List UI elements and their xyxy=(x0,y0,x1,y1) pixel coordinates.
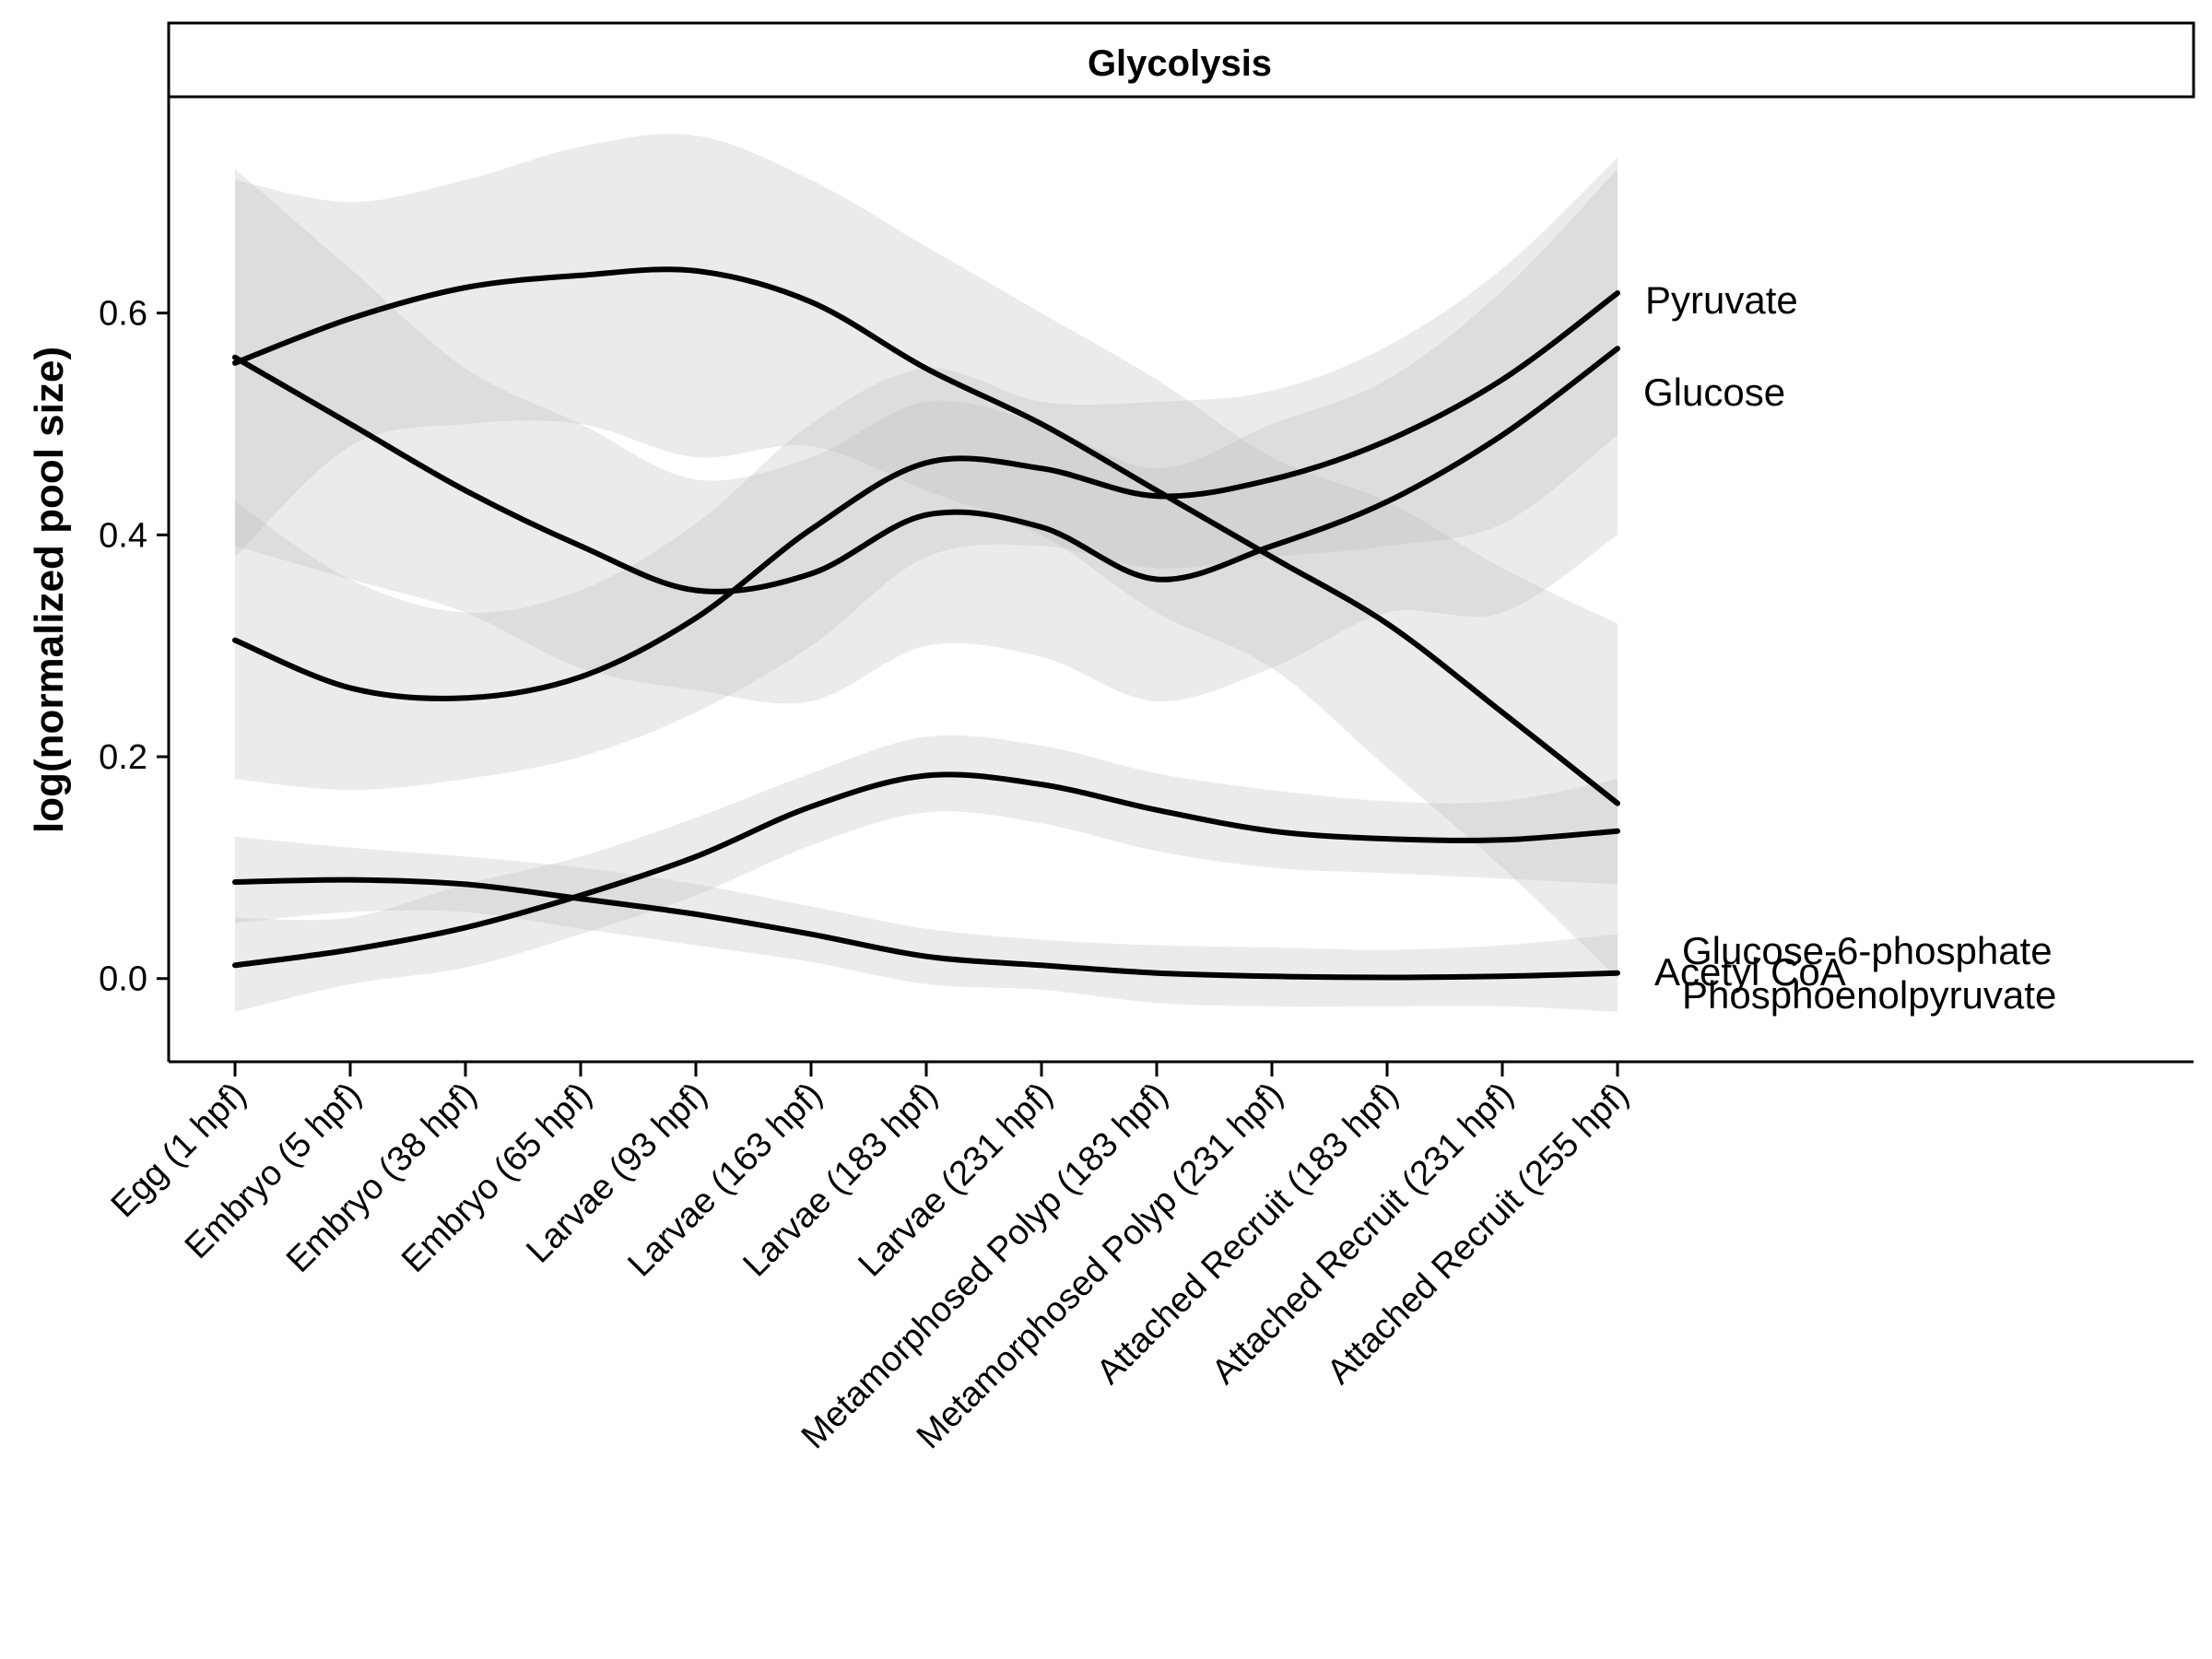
ribbon-phosphoenolpyruvate xyxy=(235,735,1618,1012)
y-tick-label: 0.4 xyxy=(99,516,147,555)
y-axis-ticks: 0.0 0.2 0.4 0.6 xyxy=(99,295,169,999)
line-glucose xyxy=(232,346,1620,594)
line-phosphoenolpyruvate xyxy=(232,771,1620,969)
y-tick-label: 0.0 xyxy=(99,960,147,999)
x-tick-label: Larvae (183 hpf) xyxy=(735,1076,945,1285)
series-label-pyruvate: Pyruvate xyxy=(1645,278,1798,322)
strip-box xyxy=(167,21,2195,99)
x-axis-ticks: Egg (1 hpf)Embryo (5 hpf)Embryo (38 hpf)… xyxy=(104,1062,1636,1456)
series-labels: Pyruvate Glucose Glucose-6-phosphatePhosph… xyxy=(1643,278,2056,1017)
ribbon-pyruvate xyxy=(235,158,1618,791)
line-glucose-6-phosphate xyxy=(232,266,1620,806)
x-tick-label: Larvae (231 hpf) xyxy=(851,1076,1060,1285)
y-tick-label: 0.6 xyxy=(99,295,147,334)
x-tick-label: Larvae (163 hpf) xyxy=(620,1076,830,1285)
y-axis-title: log(normalized pool size) xyxy=(27,347,72,833)
ribbon-glucose-6-phosphate xyxy=(235,134,1618,979)
y-tick-label: 0.2 xyxy=(99,738,147,777)
line-acetyl-coa xyxy=(232,877,1620,981)
series-label-phosphoenolpyruvate: Phosphoenolpyruvate xyxy=(1682,973,2056,1017)
series-label-glucose-6-phosphate: Glucose-6-phosphate xyxy=(1682,929,2053,972)
line-pyruvate xyxy=(232,290,1620,701)
ribbon-acetyl-coa xyxy=(235,836,1618,1012)
ribbon-glucose xyxy=(235,169,1618,704)
chart-title: Glycolysis xyxy=(1088,43,1272,84)
series-label-acetyl-coa: Acetyl CoA xyxy=(1654,950,1846,994)
series-lines xyxy=(232,266,1620,981)
confidence-ribbons xyxy=(235,134,1618,1012)
series-label-glucose: Glucose xyxy=(1643,371,1785,414)
